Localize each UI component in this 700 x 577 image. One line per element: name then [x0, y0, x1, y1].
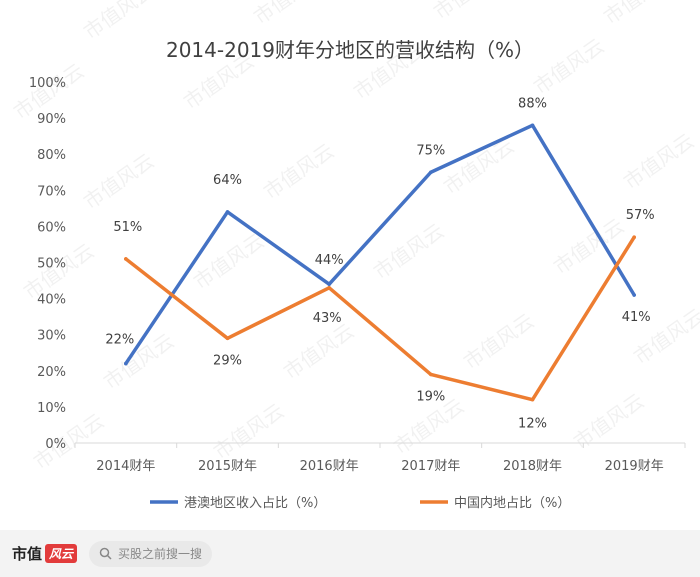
watermark-text: 市值风云 — [549, 214, 628, 280]
watermark-text: 市值风云 — [259, 139, 338, 205]
brand-logo[interactable]: 市值 风云 — [12, 543, 78, 564]
data-point — [632, 293, 636, 297]
footer-bar: 市值 风云 买股之前搜一搜 — [0, 530, 700, 577]
y-tick-label: 70% — [37, 184, 66, 199]
data-label: 57% — [626, 208, 655, 223]
y-tick-label: 20% — [37, 365, 66, 380]
data-point — [530, 123, 535, 128]
legend-label: 中国内地占比（%） — [454, 495, 570, 511]
y-tick-label: 0% — [45, 437, 66, 452]
legend: 港澳地区收入占比（%） 中国内地占比（%） — [150, 495, 570, 511]
search-placeholder: 买股之前搜一搜 — [118, 547, 203, 561]
watermark-text: 市值风云 — [459, 309, 538, 375]
watermark-text: 市值风云 — [439, 134, 518, 200]
chart-title: 2014-2019财年分地区的营收结构（%） — [166, 38, 534, 62]
watermark-text: 市值风云 — [619, 129, 698, 195]
watermark-text: 市值风云 — [209, 399, 288, 465]
data-point — [124, 361, 128, 366]
x-tick-label: 2017财年 — [401, 459, 460, 474]
brand-name: 市值 — [12, 545, 43, 563]
data-point — [225, 336, 230, 341]
data-label: 29% — [213, 353, 242, 368]
y-tick-label: 40% — [37, 293, 66, 308]
y-axis: 0% 10% 20% 30% 40% 50% 60% 70% 80% 90% 100% — [29, 76, 66, 452]
watermark-text: 市值风云 — [189, 229, 268, 295]
watermark-text: 市值风云 — [429, 0, 508, 24]
series-layer — [124, 123, 636, 402]
chart-card: 市值风云 市值风云 市值风云 市值风云 市值风云 市值风云 市值风云 市值风云 市值风云 市值风云… — [0, 0, 700, 530]
y-tick-label: 100% — [29, 76, 66, 91]
x-tick-label: 2018财年 — [503, 459, 562, 474]
x-tick-label: 2016财年 — [300, 459, 359, 474]
watermark-text: 市值风云 — [529, 34, 608, 100]
search-icon — [99, 547, 112, 560]
watermark-text: 市值风云 — [79, 0, 158, 44]
data-label-layer: 22% 64% 44% 75% 88% 41% 51% 29% 43% 19% 12% 57% — [105, 96, 654, 431]
search-box[interactable]: 买股之前搜一搜 — [89, 540, 213, 567]
data-label: 51% — [113, 220, 142, 235]
watermark-text: 市值风云 — [279, 319, 358, 385]
data-point — [327, 282, 331, 286]
y-tick-label: 10% — [37, 401, 66, 416]
data-point — [530, 397, 535, 402]
brand-badge: 风云 — [45, 544, 78, 563]
data-label: 22% — [105, 333, 134, 348]
x-tick-label: 2014财年 — [96, 459, 155, 474]
data-label: 12% — [518, 417, 547, 432]
y-tick-label: 30% — [37, 329, 66, 344]
data-point — [124, 257, 128, 261]
data-point — [327, 285, 331, 290]
series-line-1 — [124, 123, 636, 366]
data-point — [429, 170, 433, 175]
data-point — [225, 210, 230, 214]
watermark-text: 市值风云 — [599, 0, 678, 29]
series-line-2 — [124, 235, 636, 402]
data-label: 75% — [416, 143, 445, 158]
data-point — [429, 372, 433, 377]
y-tick-label: 60% — [37, 220, 66, 235]
x-tick-label: 2015财年 — [198, 459, 257, 474]
data-label: 41% — [622, 310, 651, 325]
data-label: 44% — [315, 253, 344, 268]
watermark-text: 市值风云 — [569, 389, 648, 455]
legend-label: 港澳地区收入占比（%） — [184, 495, 326, 511]
x-tick-label: 2019财年 — [605, 459, 664, 474]
watermark-text: 市值风云 — [79, 149, 158, 215]
y-tick-label: 80% — [37, 148, 66, 163]
data-label: 88% — [518, 96, 547, 111]
data-label: 43% — [313, 311, 342, 326]
data-label: 64% — [213, 173, 242, 188]
y-tick-label: 90% — [37, 112, 66, 127]
data-label: 19% — [416, 389, 445, 404]
watermark-text: 市值风云 — [249, 0, 328, 29]
x-axis: 2014财年 2015财年 2016财年 2017财年 2018财年 2019财年 — [74, 442, 686, 474]
data-point — [632, 235, 636, 240]
y-tick-label: 50% — [37, 257, 66, 272]
